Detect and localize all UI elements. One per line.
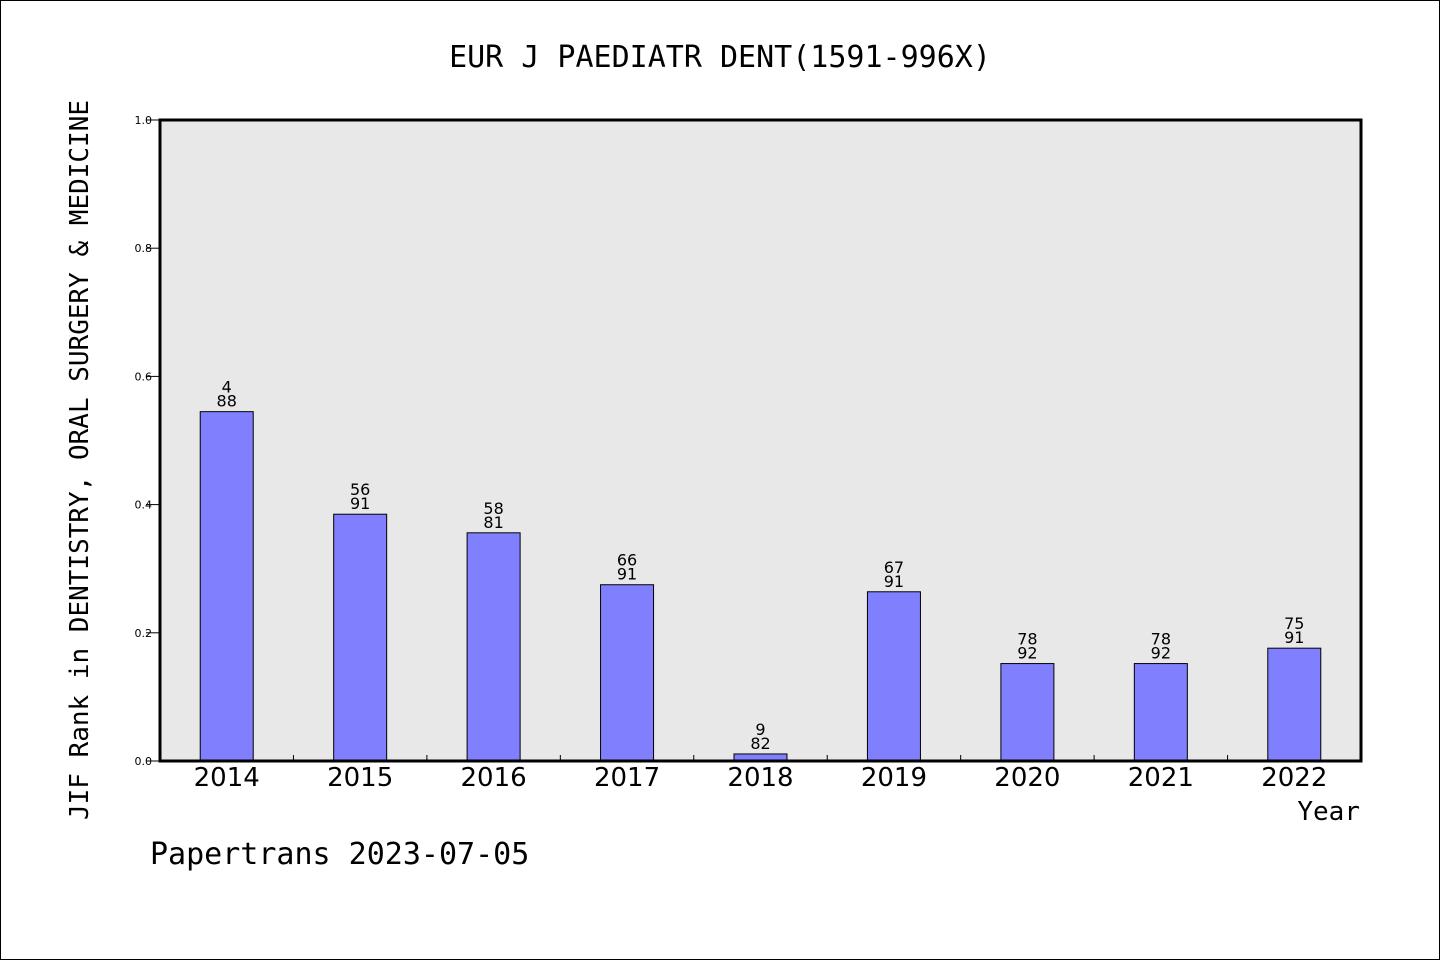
bar-2014 bbox=[199, 411, 254, 762]
bar-rank-label: 58 bbox=[483, 499, 503, 518]
bar-total-label: 91 bbox=[617, 565, 637, 584]
bar-rank-label: 67 bbox=[884, 558, 904, 577]
bar-total-label: 88 bbox=[217, 392, 237, 411]
bar-rank-label: 9 bbox=[755, 720, 765, 739]
bar-2019 bbox=[866, 591, 921, 762]
bar-total-label: 92 bbox=[1017, 644, 1037, 663]
y-tick-label: 0.0 bbox=[135, 755, 153, 768]
x-axis-label: Year bbox=[1297, 797, 1360, 827]
bar-rank-label: 4 bbox=[222, 378, 232, 397]
y-tick-label: 0.6 bbox=[135, 370, 153, 383]
bar-total-label: 81 bbox=[483, 513, 503, 532]
bar-rank-label: 78 bbox=[1151, 630, 1171, 649]
y-tick-label: 0.8 bbox=[135, 242, 153, 255]
bar-total-label: 91 bbox=[350, 494, 370, 513]
y-tick-label: 1.0 bbox=[135, 114, 153, 127]
footer-text: Papertrans 2023-07-05 bbox=[150, 837, 529, 872]
bar-rank-label: 56 bbox=[350, 480, 370, 499]
bar-2017 bbox=[600, 584, 655, 762]
y-tick-label: 0.2 bbox=[135, 627, 153, 640]
bar-2021 bbox=[1133, 663, 1188, 762]
x-tick-label: 2015 bbox=[327, 763, 393, 793]
x-tick-label: 2016 bbox=[461, 763, 527, 793]
y-tick-label: 0.4 bbox=[135, 499, 153, 512]
x-tick-label: 2022 bbox=[1261, 763, 1327, 793]
bar-rank-label: 78 bbox=[1017, 630, 1037, 649]
bar-2022 bbox=[1267, 647, 1322, 762]
x-tick-label: 2017 bbox=[594, 763, 660, 793]
bar-2020 bbox=[1000, 663, 1055, 762]
plot-border bbox=[158, 118, 1363, 763]
bar-2015 bbox=[333, 513, 388, 762]
x-tick-label: 2020 bbox=[994, 763, 1060, 793]
bar-total-label: 82 bbox=[750, 734, 770, 753]
bar-total-label: 92 bbox=[1151, 644, 1171, 663]
x-tick-label: 2014 bbox=[194, 763, 260, 793]
chart-title: EUR J PAEDIATR DENT(1591-996X) bbox=[449, 40, 991, 75]
x-tick-label: 2021 bbox=[1128, 763, 1194, 793]
x-tick-label: 2018 bbox=[727, 763, 793, 793]
x-tick-label: 2019 bbox=[861, 763, 927, 793]
y-axis-label: JIF Rank in DENTISTRY, ORAL SURGERY & ME… bbox=[65, 100, 95, 820]
bar-total-label: 91 bbox=[1284, 628, 1304, 647]
bar-2016 bbox=[466, 532, 521, 762]
bar-total-label: 91 bbox=[884, 572, 904, 591]
bar-rank-label: 75 bbox=[1284, 614, 1304, 633]
bar-rank-label: 66 bbox=[617, 551, 637, 570]
